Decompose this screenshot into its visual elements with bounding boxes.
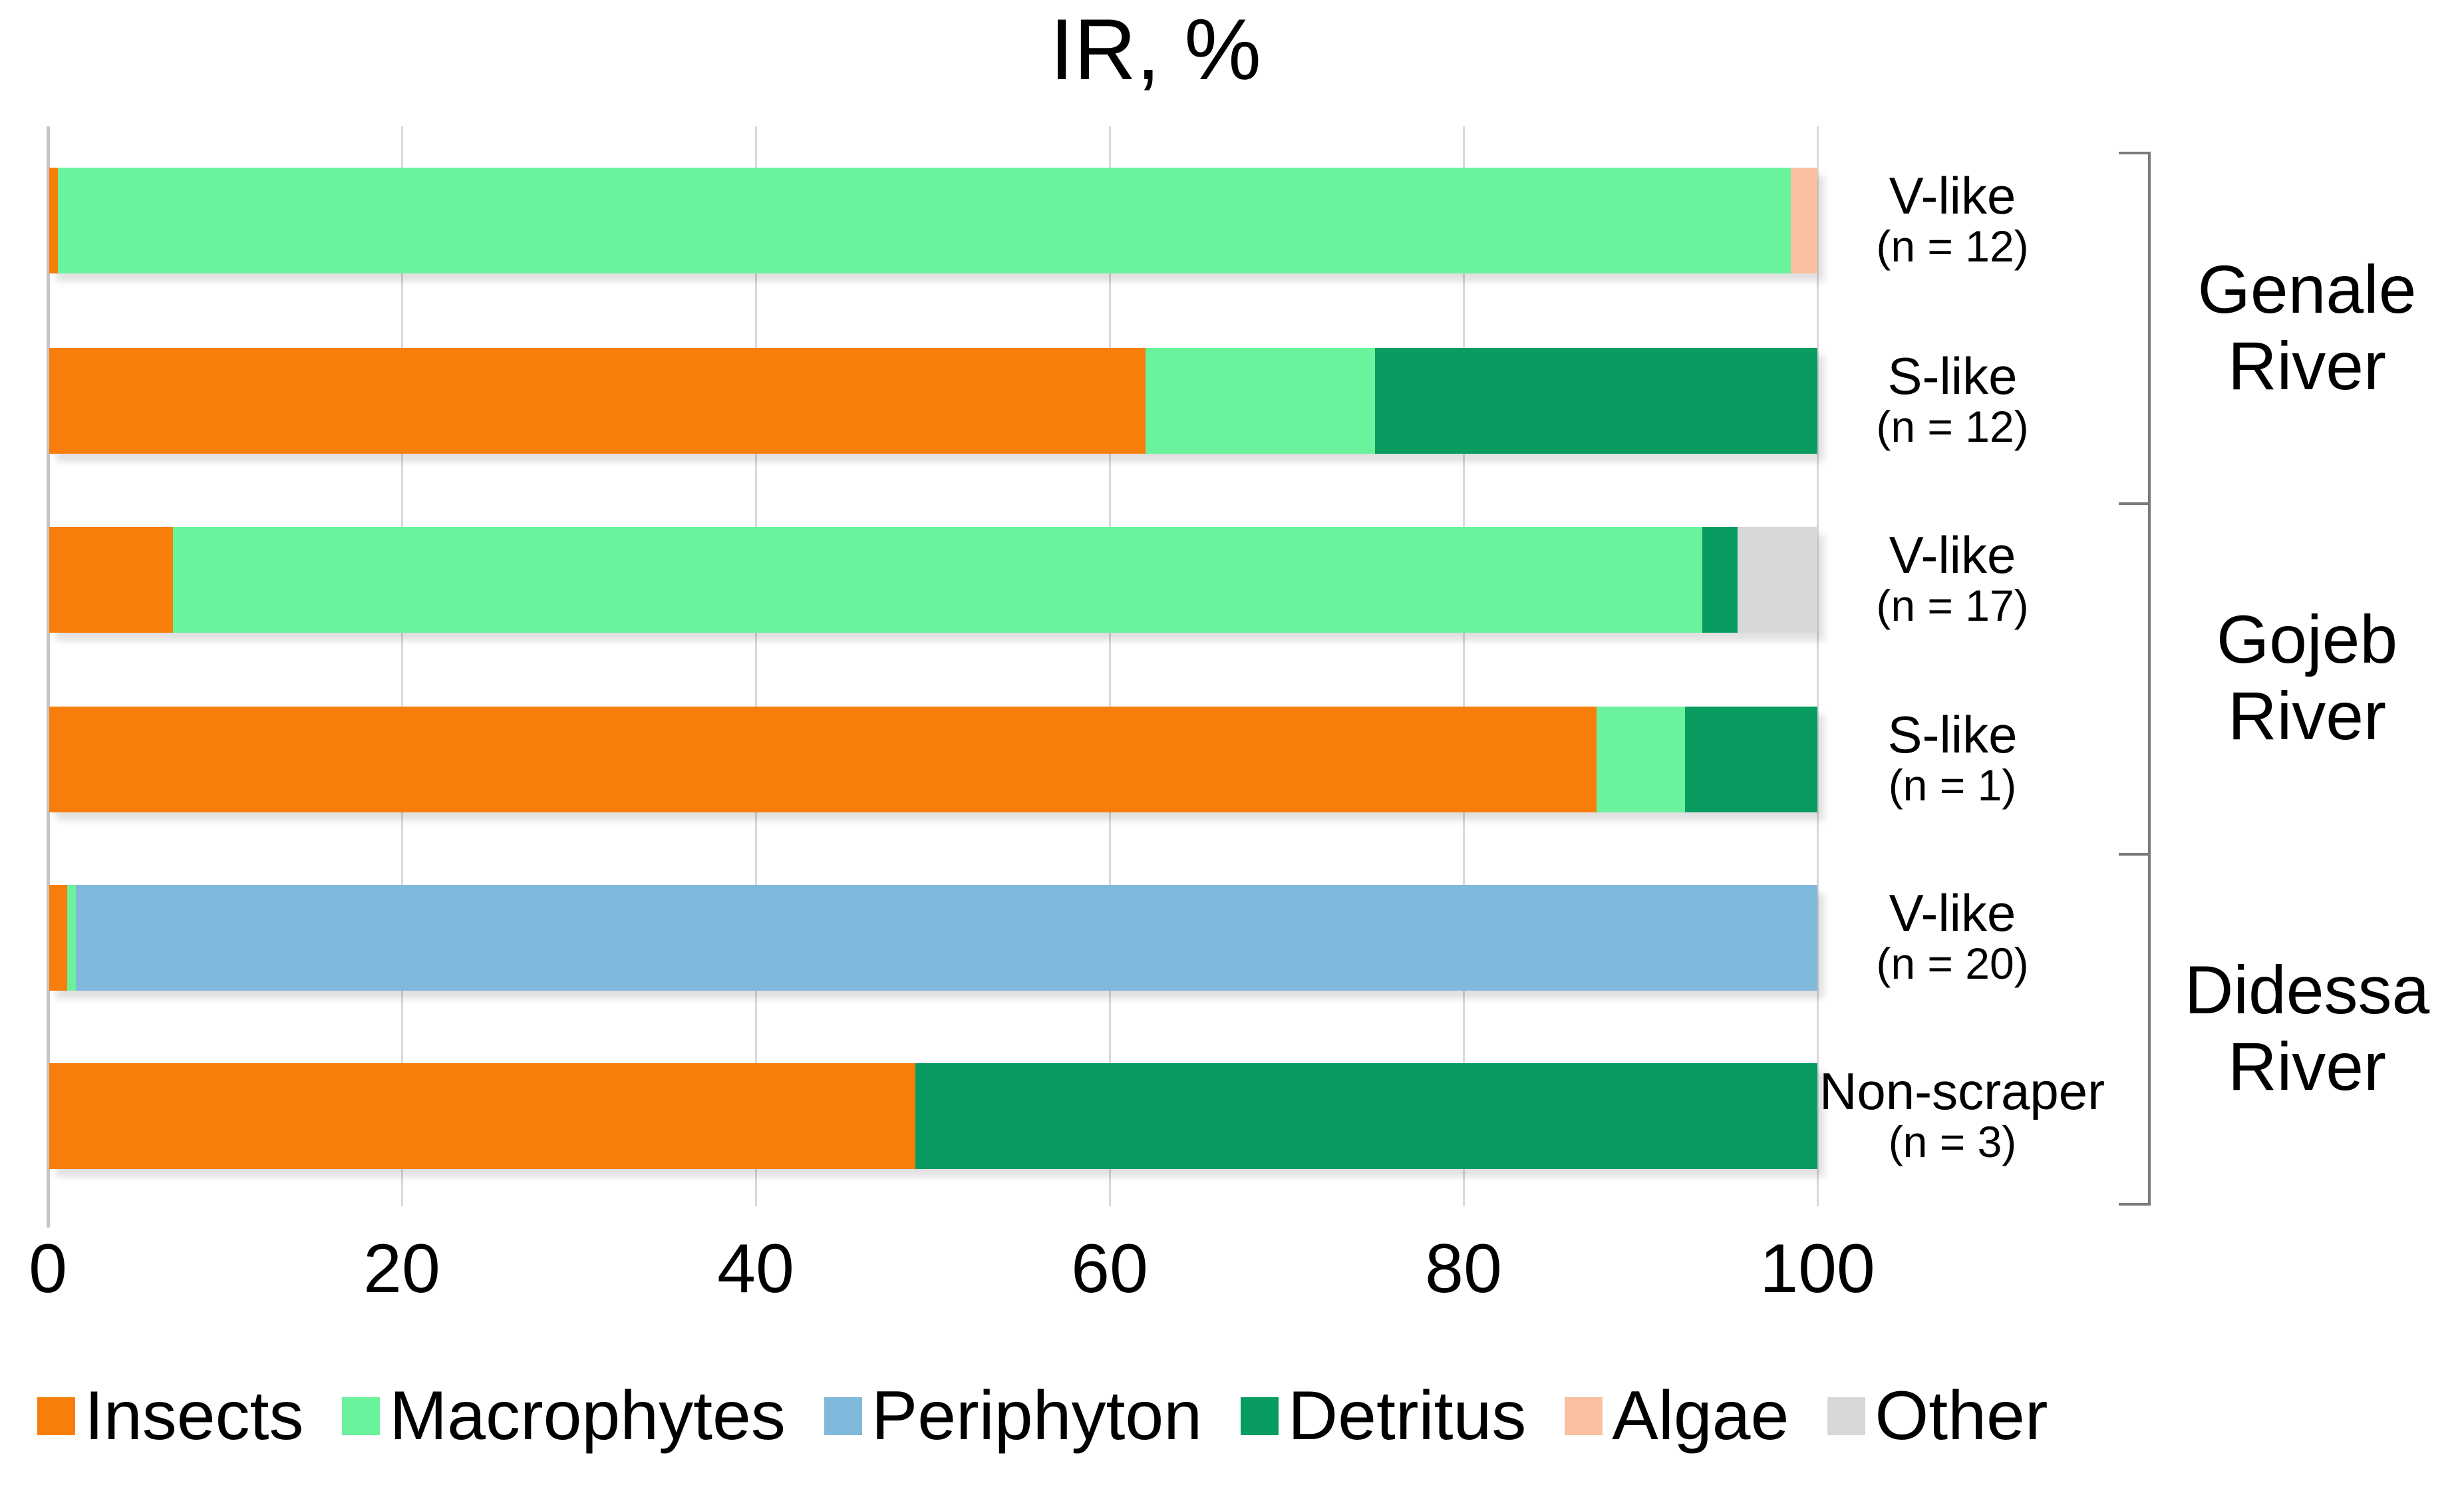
bar-row: [49, 168, 1817, 273]
bracket-tick: [2119, 152, 2151, 154]
legend-item-macrophytes: Macrophytes: [342, 1377, 786, 1456]
bar-row: [49, 1063, 1817, 1169]
gridline: [1109, 126, 1111, 1206]
bar-segment-macrophytes: [67, 885, 76, 991]
legend-swatch-insects: [37, 1397, 75, 1435]
bar-row: [49, 348, 1817, 454]
legend-item-detritus: Detritus: [1241, 1377, 1526, 1456]
legend-label: Detritus: [1288, 1377, 1527, 1454]
river-name-line1: Gojeb: [2216, 601, 2398, 677]
legend-item-algae: Algae: [1565, 1377, 1789, 1456]
y-axis-line: [47, 126, 50, 1228]
bar-label-n: (n = 12): [1876, 401, 2029, 451]
legend-swatch-algae: [1565, 1397, 1603, 1435]
bar-label: Non-scraper (n = 3): [1819, 1061, 2105, 1166]
bar-label-name: V-like: [1889, 525, 2016, 584]
river-name-line1: Didessa: [2184, 952, 2430, 1028]
bar-row: [49, 707, 1817, 812]
x-tick-label: 40: [717, 1230, 794, 1307]
legend-label: Algae: [1612, 1377, 1789, 1454]
bar-segment-insects: [49, 527, 174, 633]
river-group-label: Genale River: [2152, 251, 2462, 405]
bar-label: V-like (n = 12): [1819, 166, 2085, 271]
bar-segment-detritus: [1684, 707, 1817, 812]
bar-row: [49, 527, 1817, 633]
bar-segment-insects: [49, 885, 67, 991]
river-name-line1: Genale: [2197, 251, 2417, 327]
bar-segment-detritus: [1702, 527, 1738, 633]
bracket-tick: [2119, 1203, 2151, 1206]
bar-segment-macrophytes: [1596, 707, 1685, 812]
gridline: [1463, 126, 1465, 1206]
bar-segment-periphyton: [75, 885, 1817, 991]
bar-segment-algae: [1791, 168, 1817, 273]
bar-label-n: (n = 20): [1876, 938, 2029, 988]
chart-title: IR, %: [1050, 1, 1261, 98]
legend-label: Periphyton: [871, 1377, 1203, 1454]
bar-label-name: S-like: [1887, 346, 2018, 405]
bar-segment-macrophytes: [173, 527, 1703, 633]
bar-row: [49, 885, 1817, 991]
legend-label: Other: [1875, 1377, 2048, 1454]
x-tick-label: 60: [1071, 1230, 1148, 1307]
bar-segment-insects: [49, 348, 1146, 454]
legend-label: Insects: [84, 1377, 304, 1454]
bar-segment-macrophytes: [1145, 348, 1376, 454]
bar-label-n: (n = 1): [1888, 760, 2017, 810]
river-name-line2: River: [2227, 1029, 2387, 1105]
bracket-vertical-line: [2148, 152, 2151, 1206]
bar-segment-insects: [49, 168, 59, 273]
bar-segment-insects: [49, 707, 1597, 812]
bar-label-name: V-like: [1889, 166, 2016, 225]
bar-label-n: (n = 12): [1876, 221, 2029, 271]
bar-label: V-like (n = 17): [1819, 525, 2085, 630]
bar-label-name: Non-scraper: [1819, 1061, 2105, 1120]
bar-segment-other: [1738, 527, 1817, 633]
legend-swatch-other: [1827, 1397, 1866, 1435]
bracket-tick: [2119, 502, 2151, 505]
legend-swatch-detritus: [1241, 1397, 1279, 1435]
x-tick-label: 80: [1425, 1230, 1502, 1307]
legend-item-other: Other: [1827, 1377, 2048, 1456]
bar-label-name: S-like: [1887, 705, 2018, 764]
river-group-label: Didessa River: [2152, 952, 2462, 1106]
bar-label-name: V-like: [1889, 883, 2016, 942]
legend-label: Macrophytes: [389, 1377, 786, 1454]
river-group-label: Gojeb River: [2152, 601, 2462, 755]
bracket-tick: [2119, 853, 2151, 856]
gridline: [401, 126, 403, 1206]
x-tick-label: 20: [363, 1230, 440, 1307]
bar-segment-detritus: [915, 1063, 1817, 1169]
bar-label-n: (n = 17): [1876, 580, 2029, 630]
bar-segment-detritus: [1375, 348, 1817, 454]
gridline: [1817, 126, 1819, 1206]
legend-swatch-macrophytes: [342, 1397, 381, 1435]
bar-label: V-like (n = 20): [1819, 883, 2085, 988]
x-tick-label: 0: [29, 1230, 67, 1307]
bar-label: S-like (n = 12): [1819, 346, 2085, 451]
bar-label-n: (n = 3): [1888, 1116, 2017, 1166]
legend-swatch-periphyton: [824, 1397, 862, 1435]
legend: Insects Macrophytes Periphyton Detritus Alga…: [37, 1377, 2048, 1454]
x-tick-label: 100: [1760, 1230, 1875, 1307]
bar-segment-macrophytes: [58, 168, 1791, 273]
bar-segment-insects: [49, 1063, 916, 1169]
bar-label: S-like (n = 1): [1819, 705, 2085, 810]
river-name-line2: River: [2227, 328, 2387, 405]
gridline: [755, 126, 757, 1206]
legend-item-periphyton: Periphyton: [824, 1377, 1202, 1456]
river-name-line2: River: [2227, 678, 2387, 754]
legend-item-insects: Insects: [37, 1377, 303, 1456]
